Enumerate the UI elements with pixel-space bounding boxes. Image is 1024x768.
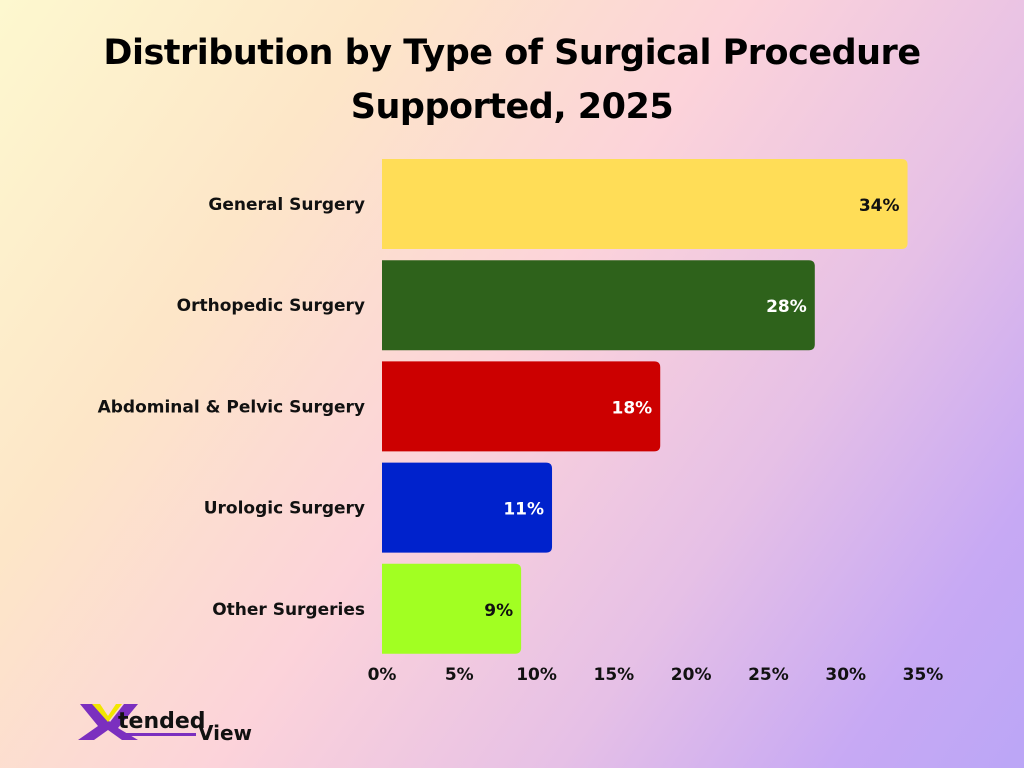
x-tick-label: 25%: [748, 665, 789, 685]
x-tick-label: 30%: [825, 665, 866, 685]
data-label: 34%: [859, 196, 900, 216]
category-label: Abdominal & Pelvic Surgery: [98, 397, 365, 417]
x-tick-label: 35%: [903, 665, 944, 685]
bar: [382, 159, 908, 249]
svg-text:View: View: [198, 721, 252, 744]
x-tick-label: 5%: [445, 665, 474, 685]
bar: [382, 361, 661, 452]
category-label: General Surgery: [208, 195, 365, 215]
chart-title: Distribution by Type of Surgical Procedu…: [103, 33, 921, 127]
bar: [382, 260, 815, 351]
data-label: 11%: [503, 500, 544, 520]
bar: [382, 563, 522, 654]
data-label: 18%: [612, 398, 653, 418]
svg-text:tended: tended: [118, 709, 206, 734]
x-tick-label: 10%: [516, 665, 557, 685]
category-label: Urologic Surgery: [204, 499, 365, 519]
x-tick-label: 15%: [594, 665, 635, 685]
xtendedview-logo: tended View: [78, 704, 252, 744]
category-label: Other Surgeries: [212, 600, 365, 620]
x-tick-label: 20%: [671, 665, 712, 685]
data-label: 28%: [766, 297, 807, 317]
data-label: 9%: [484, 601, 513, 621]
category-label: Orthopedic Surgery: [177, 296, 365, 316]
bar: [382, 462, 553, 553]
x-tick-label: 0%: [368, 665, 397, 685]
